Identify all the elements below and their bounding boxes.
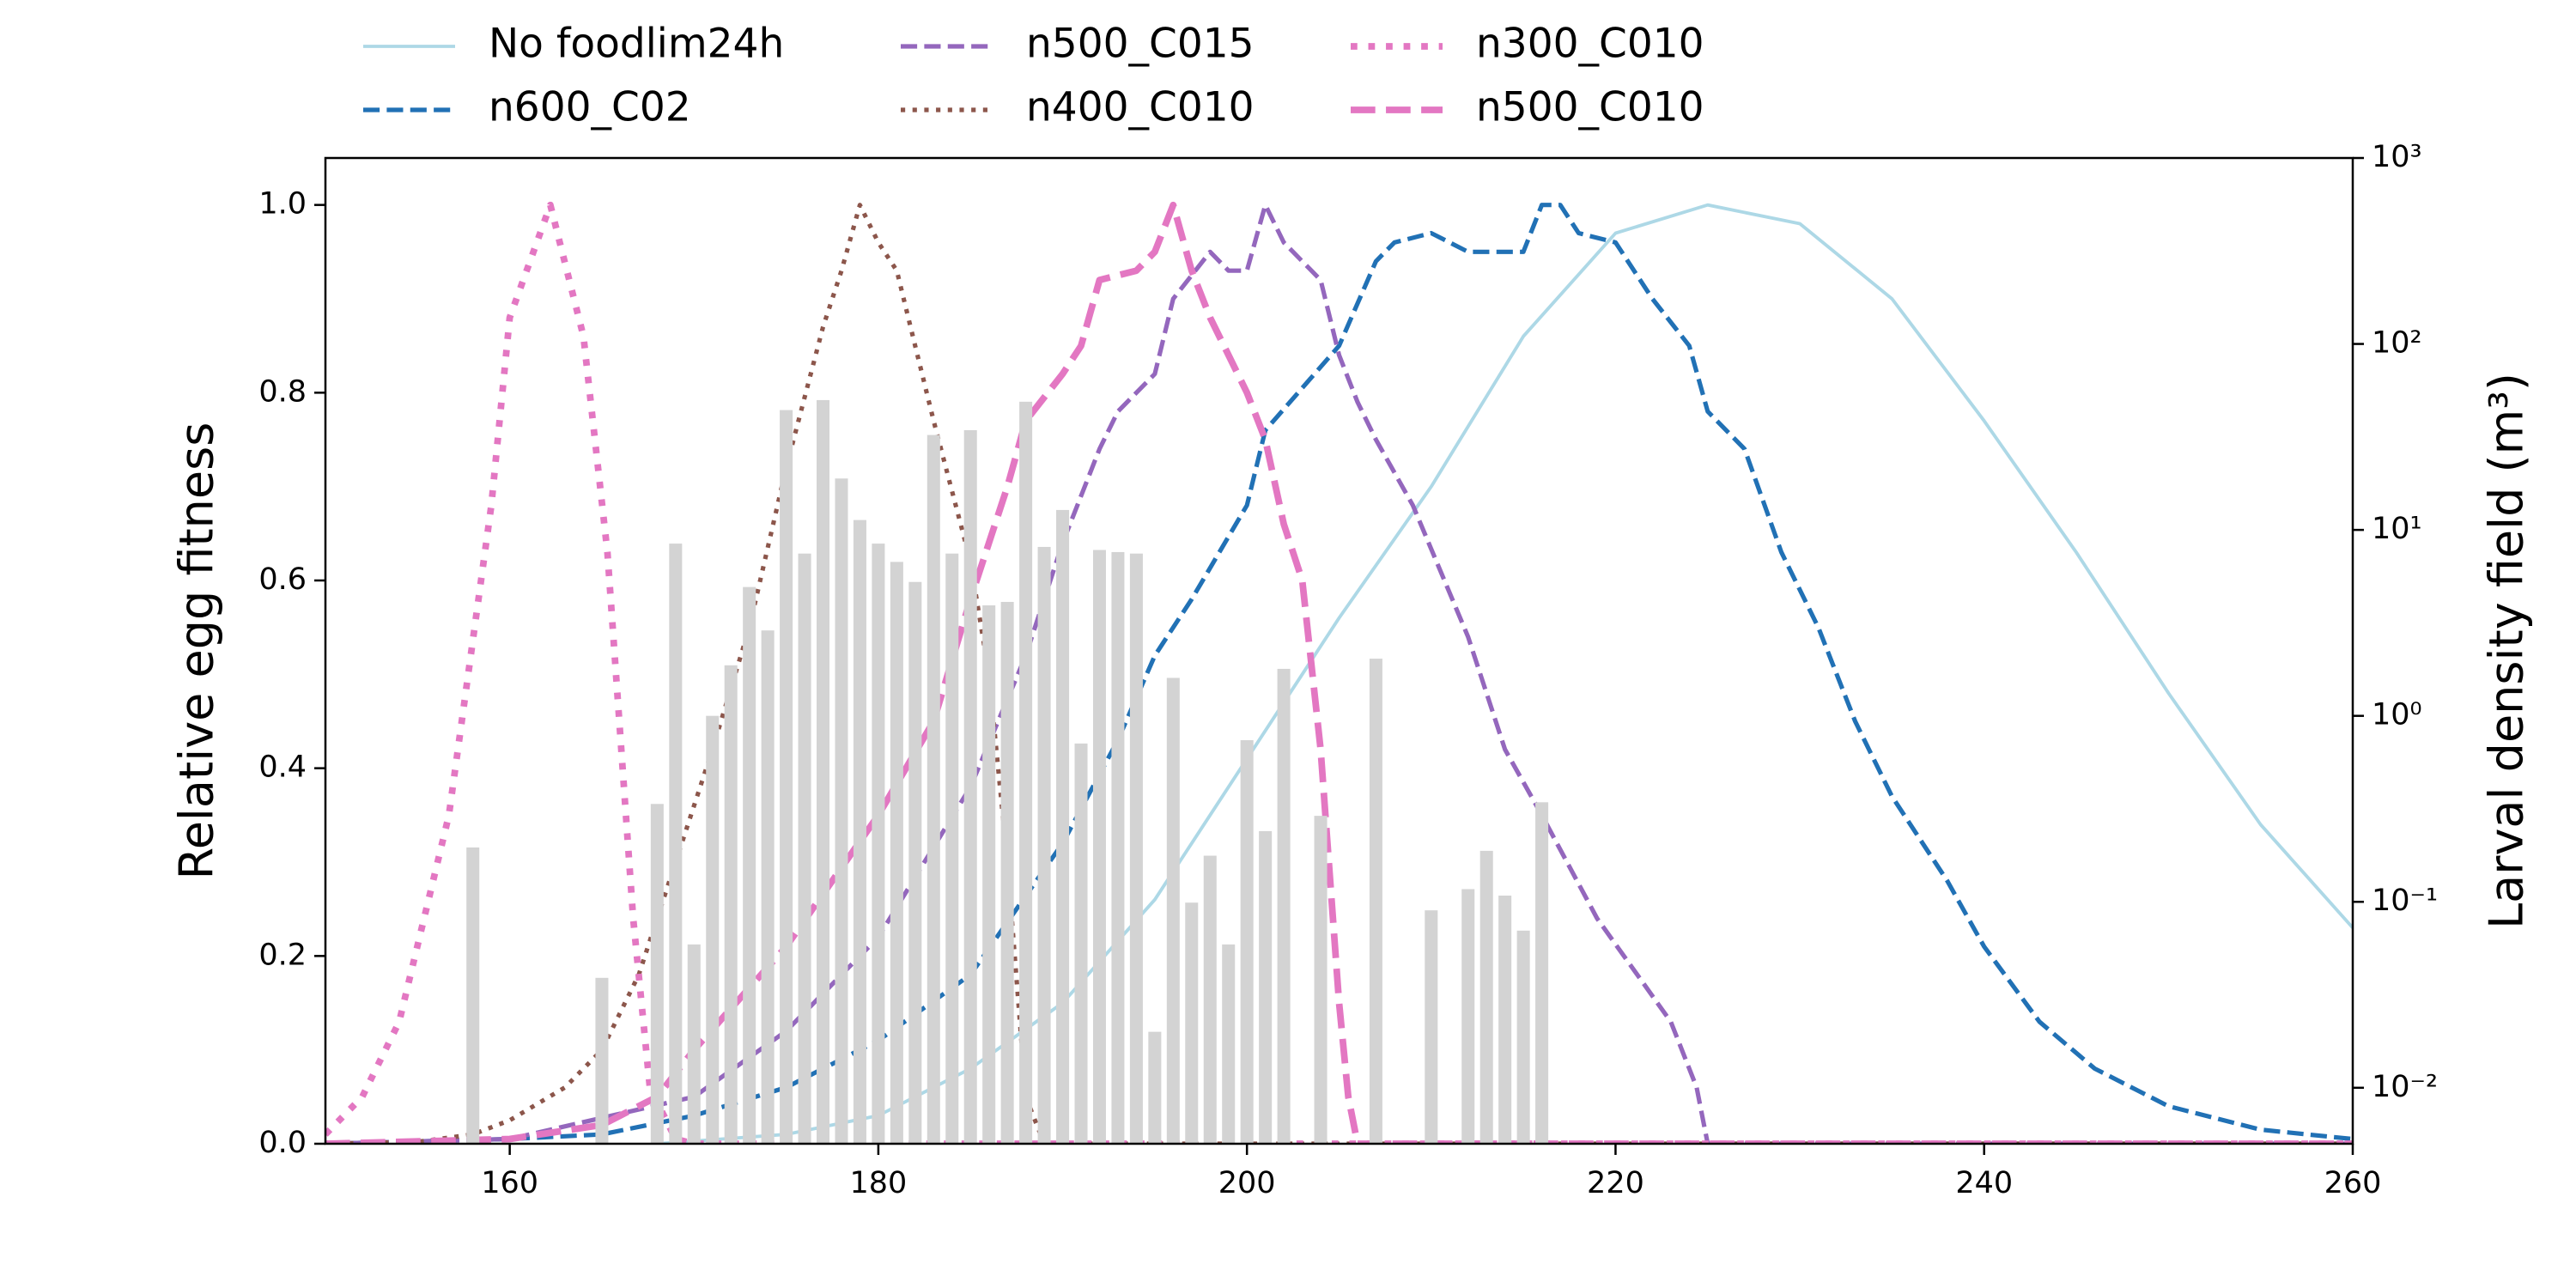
x-tick-label: 220 xyxy=(1587,1166,1644,1200)
bar xyxy=(1166,677,1180,1144)
y2-axis-label: Larval density field (m³) xyxy=(2480,373,2534,929)
bar xyxy=(853,519,866,1144)
legend-label: No foodlim24h xyxy=(489,21,784,68)
series-line xyxy=(325,201,2353,1144)
x-tick-label: 240 xyxy=(1955,1166,2013,1200)
bar xyxy=(761,630,775,1144)
x-tick-label: 200 xyxy=(1218,1166,1276,1200)
bar xyxy=(1092,550,1106,1144)
legend-label: n400_C010 xyxy=(1026,84,1255,131)
bar xyxy=(1000,601,1014,1144)
bar xyxy=(835,478,848,1144)
y-tick-label: 0.6 xyxy=(258,562,307,597)
bar xyxy=(1498,896,1512,1144)
bar xyxy=(1425,910,1438,1144)
bar xyxy=(927,434,940,1144)
bar xyxy=(817,399,830,1144)
bar xyxy=(908,581,922,1144)
bar xyxy=(1111,551,1125,1144)
bar xyxy=(1019,401,1033,1144)
y-tick-label: 0.8 xyxy=(258,374,307,409)
bar xyxy=(945,553,959,1144)
bar xyxy=(963,429,977,1144)
bar xyxy=(1037,546,1051,1144)
bar xyxy=(706,715,720,1144)
y2-tick-label: 10³ xyxy=(2372,140,2422,174)
bar xyxy=(1535,802,1549,1144)
bar xyxy=(1369,659,1382,1144)
series-line xyxy=(325,203,2353,1144)
bar xyxy=(466,847,480,1144)
x-tick-label: 160 xyxy=(481,1166,538,1200)
bar xyxy=(1240,740,1254,1144)
y-tick-label: 0.2 xyxy=(258,938,307,972)
bar xyxy=(1129,553,1143,1144)
bar xyxy=(1074,743,1088,1144)
plot-frame xyxy=(324,156,2354,1145)
bar xyxy=(1056,509,1070,1144)
bar xyxy=(798,553,811,1144)
bar xyxy=(650,804,664,1144)
y2-tick-label: 10⁰ xyxy=(2372,698,2422,732)
x-tick-label: 180 xyxy=(850,1166,908,1200)
bar xyxy=(1203,855,1217,1144)
bar xyxy=(687,944,701,1144)
plot-area xyxy=(325,201,2353,1144)
bar xyxy=(1516,930,1530,1144)
bar xyxy=(780,410,793,1144)
bar xyxy=(890,562,903,1144)
y-tick-label: 0.0 xyxy=(258,1126,307,1160)
bar xyxy=(982,605,996,1144)
legend-label: n300_C010 xyxy=(1476,21,1704,68)
y-tick-label: 0.4 xyxy=(258,750,307,785)
y2-tick-label: 10² xyxy=(2372,326,2422,361)
bar xyxy=(1185,902,1199,1144)
legend-label: n500_C010 xyxy=(1476,84,1704,131)
bar xyxy=(1479,850,1493,1144)
y2-tick-label: 10⁻² xyxy=(2372,1070,2438,1104)
y2-tick-label: 10⁻¹ xyxy=(2372,884,2438,918)
bar xyxy=(1277,668,1291,1144)
bar xyxy=(1461,889,1475,1144)
y-axis-label: Relative egg fitness xyxy=(170,422,224,880)
y2-tick-label: 10¹ xyxy=(2372,512,2422,546)
bar xyxy=(669,544,683,1144)
bar xyxy=(1222,944,1236,1144)
bar-layer xyxy=(466,399,1549,1144)
bar xyxy=(595,977,609,1144)
legend-label: n600_C02 xyxy=(489,84,691,131)
x-tick-label: 260 xyxy=(2324,1166,2382,1200)
bar xyxy=(1314,816,1327,1144)
y-tick-label: 1.0 xyxy=(258,187,307,222)
bar xyxy=(872,544,885,1144)
legend-label: n500_C015 xyxy=(1026,21,1255,68)
bar xyxy=(724,665,738,1144)
bar xyxy=(1259,830,1273,1144)
bar xyxy=(1148,1031,1162,1144)
bar xyxy=(743,586,756,1144)
